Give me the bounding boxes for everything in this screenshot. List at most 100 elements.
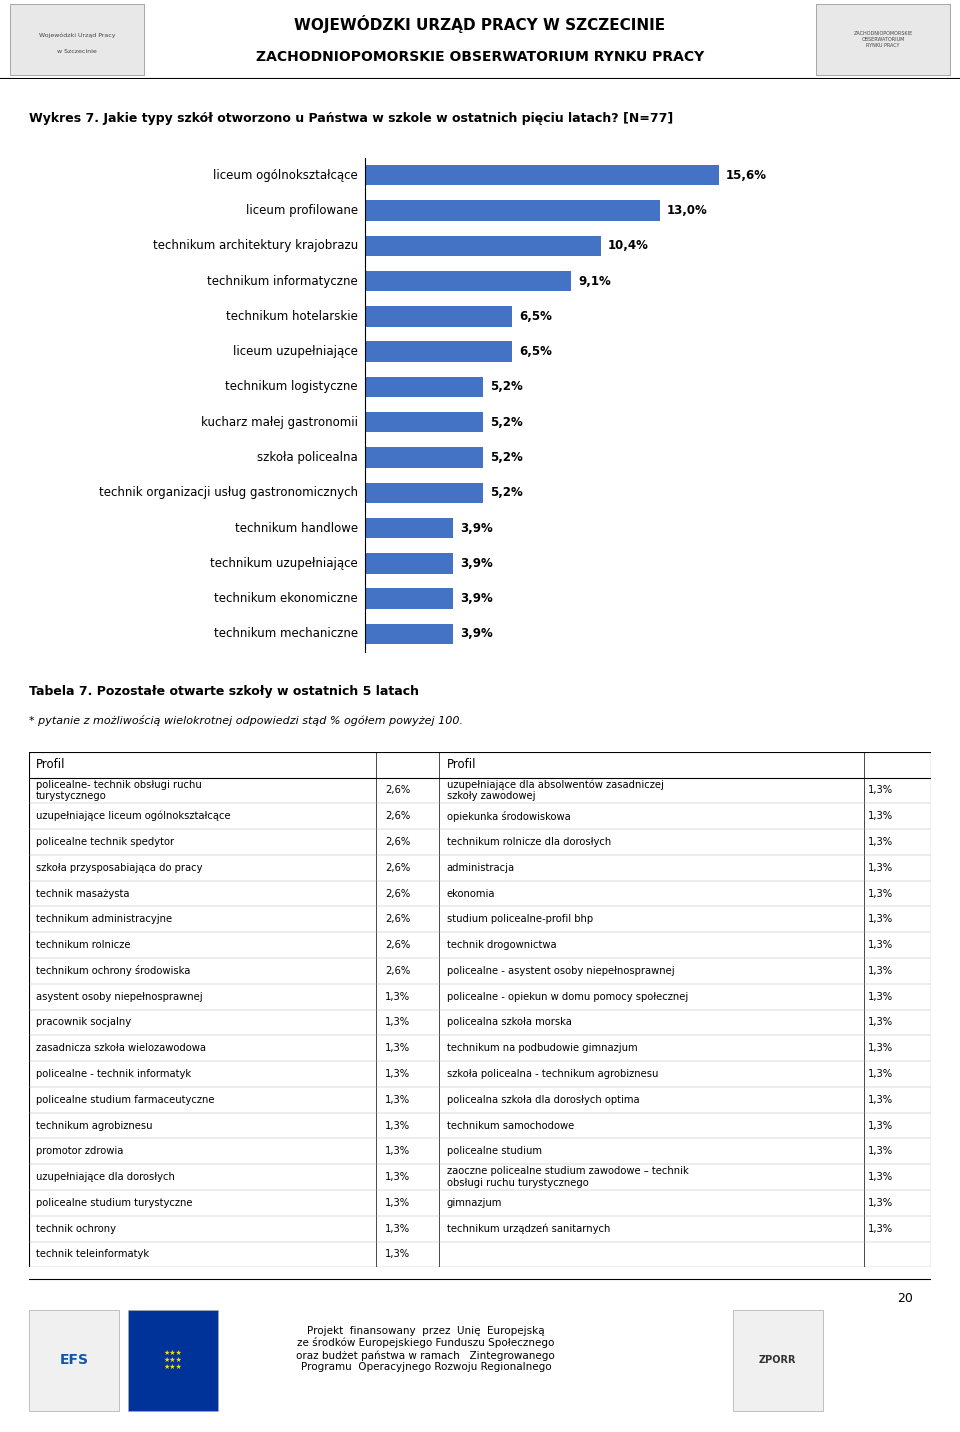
Bar — [365, 589, 453, 609]
Text: 3,9%: 3,9% — [460, 521, 492, 534]
Text: 5,2%: 5,2% — [490, 415, 522, 428]
Text: policealne- technik obsługi ruchu: policealne- technik obsługi ruchu — [36, 780, 202, 790]
Text: 5,2%: 5,2% — [490, 487, 522, 500]
Text: 1,3%: 1,3% — [385, 1095, 410, 1104]
Bar — [816, 4, 950, 74]
Text: policealna szkoła morska: policealna szkoła morska — [446, 1018, 571, 1027]
Text: Projekt  finansowany  przez  Unię  Europejską
ze środków Europejskiego Funduszu : Projekt finansowany przez Unię Europejsk… — [297, 1326, 555, 1372]
Text: technik organizacji usług gastronomicznych: technik organizacji usług gastronomiczny… — [99, 487, 358, 500]
Text: 1,3%: 1,3% — [868, 915, 893, 924]
Text: 1,3%: 1,3% — [868, 1095, 893, 1104]
Text: ZACHODNIOPOMORSKIE OBSERWATORIUM RYNKU PRACY: ZACHODNIOPOMORSKIE OBSERWATORIUM RYNKU P… — [256, 50, 704, 63]
Text: 1,3%: 1,3% — [868, 941, 893, 949]
Text: technikum na podbudowie gimnazjum: technikum na podbudowie gimnazjum — [446, 1044, 637, 1053]
Text: gimnazjum: gimnazjum — [446, 1199, 502, 1207]
Text: pracownik socjalny: pracownik socjalny — [36, 1018, 132, 1027]
Text: 1,3%: 1,3% — [868, 889, 893, 898]
Text: ZACHODNIOPOMORSKIE
OBSERWATORIUM
RYNKU PRACY: ZACHODNIOPOMORSKIE OBSERWATORIUM RYNKU P… — [853, 32, 913, 47]
Text: ZPORR: ZPORR — [759, 1356, 797, 1365]
Text: technikum mechaniczne: technikum mechaniczne — [214, 627, 358, 640]
Text: 1,3%: 1,3% — [868, 1018, 893, 1027]
Text: 15,6%: 15,6% — [726, 169, 767, 182]
Text: 1,3%: 1,3% — [385, 1173, 410, 1181]
Text: 6,5%: 6,5% — [519, 345, 552, 358]
Text: 5,2%: 5,2% — [490, 381, 522, 394]
Text: technikum logistyczne: technikum logistyczne — [226, 381, 358, 394]
Text: 3,9%: 3,9% — [460, 557, 492, 570]
Text: technikum administracyjne: technikum administracyjne — [36, 915, 172, 924]
Text: zaoczne policealne studium zawodowe – technik: zaoczne policealne studium zawodowe – te… — [446, 1167, 688, 1177]
Text: technik drogownictwa: technik drogownictwa — [446, 941, 556, 949]
Text: * pytanie z możliwością wielokrotnej odpowiedzi stąd % ogółem powyżej 100.: * pytanie z możliwością wielokrotnej odp… — [29, 715, 463, 726]
Text: technik masażysta: technik masażysta — [36, 889, 130, 898]
Text: ekonomia: ekonomia — [446, 889, 495, 898]
Text: 1,3%: 1,3% — [868, 786, 893, 795]
Text: technikum hotelarskie: technikum hotelarskie — [226, 309, 358, 322]
Text: 1,3%: 1,3% — [385, 1044, 410, 1053]
Text: 1,3%: 1,3% — [868, 1199, 893, 1207]
Text: zasadnicza szkoła wielozawodowa: zasadnicza szkoła wielozawodowa — [36, 1044, 206, 1053]
Text: policealne technik spedytor: policealne technik spedytor — [36, 838, 174, 846]
Bar — [365, 518, 453, 538]
Bar — [365, 306, 513, 326]
Text: uzupełniające dla dorosłych: uzupełniające dla dorosłych — [36, 1173, 175, 1181]
Text: promotor zdrowia: promotor zdrowia — [36, 1147, 124, 1156]
Bar — [365, 341, 513, 362]
Text: WOJEWÓDZKI URZĄD PRACY W SZCZECINIE: WOJEWÓDZKI URZĄD PRACY W SZCZECINIE — [295, 14, 665, 33]
Bar — [365, 200, 660, 221]
Text: szkoły zawodowej: szkoły zawodowej — [446, 790, 535, 800]
Text: technikum uzupełniające: technikum uzupełniające — [210, 557, 358, 570]
Text: 2,6%: 2,6% — [385, 863, 411, 872]
Bar — [365, 447, 483, 468]
Text: 1,3%: 1,3% — [868, 992, 893, 1001]
Text: 1,3%: 1,3% — [385, 992, 410, 1001]
Text: administracja: administracja — [446, 863, 515, 872]
Text: 3,9%: 3,9% — [460, 627, 492, 640]
Text: policealne - opiekun w domu pomocy społecznej: policealne - opiekun w domu pomocy społe… — [446, 992, 688, 1001]
Text: szkoła policealna - technikum agrobiznesu: szkoła policealna - technikum agrobiznes… — [446, 1070, 658, 1078]
Bar — [732, 1310, 823, 1411]
Bar — [128, 1310, 218, 1411]
Text: policealna szkoła dla dorosłych optima: policealna szkoła dla dorosłych optima — [446, 1095, 639, 1104]
Bar — [365, 412, 483, 432]
Bar — [365, 235, 601, 256]
Bar — [365, 483, 483, 503]
Text: technikum architektury krajobrazu: technikum architektury krajobrazu — [153, 239, 358, 252]
Text: policealne studium turystyczne: policealne studium turystyczne — [36, 1199, 193, 1207]
Text: technikum handlowe: technikum handlowe — [235, 521, 358, 534]
Text: 2,6%: 2,6% — [385, 967, 411, 975]
Text: 1,3%: 1,3% — [868, 1173, 893, 1181]
Text: szkoła policealna: szkoła policealna — [257, 451, 358, 464]
Text: 20: 20 — [898, 1292, 913, 1305]
Bar — [10, 4, 144, 74]
Text: policealne studium: policealne studium — [446, 1147, 541, 1156]
Text: obsługi ruchu turystycznego: obsługi ruchu turystycznego — [446, 1177, 588, 1187]
Text: policealne - technik informatyk: policealne - technik informatyk — [36, 1070, 191, 1078]
Text: Profil: Profil — [36, 758, 65, 772]
Bar — [365, 271, 571, 291]
Text: Wojewódzki Urząd Pracy: Wojewódzki Urząd Pracy — [38, 33, 115, 39]
Text: 1,3%: 1,3% — [868, 812, 893, 821]
Text: w Szczecinie: w Szczecinie — [57, 49, 97, 53]
Text: EFS: EFS — [60, 1353, 88, 1368]
Text: Wykres 7. Jakie typy szkół otworzono u Państwa w szkole w ostatnich pięciu latac: Wykres 7. Jakie typy szkół otworzono u P… — [29, 112, 673, 125]
Text: uzupełniające liceum ogólnokształcące: uzupełniające liceum ogólnokształcące — [36, 811, 230, 822]
Text: 1,3%: 1,3% — [385, 1147, 410, 1156]
Bar — [365, 624, 453, 644]
Text: Profil: Profil — [446, 758, 476, 772]
Text: technikum samochodowe: technikum samochodowe — [446, 1121, 574, 1130]
Text: 1,3%: 1,3% — [868, 1121, 893, 1130]
Text: technikum ekonomiczne: technikum ekonomiczne — [214, 591, 358, 606]
Text: 1,3%: 1,3% — [868, 838, 893, 846]
Text: 9,1%: 9,1% — [578, 275, 611, 288]
Text: technikum rolnicze dla dorosłych: technikum rolnicze dla dorosłych — [446, 838, 611, 846]
Text: technikum urządzeń sanitarnych: technikum urządzeń sanitarnych — [446, 1223, 610, 1234]
Text: 2,6%: 2,6% — [385, 889, 411, 898]
Text: uzupełniające dla absolwentów zasadniczej: uzupełniające dla absolwentów zasadnicze… — [446, 779, 663, 790]
Text: opiekunka środowiskowa: opiekunka środowiskowa — [446, 811, 570, 822]
Text: policealne studium farmaceutyczne: policealne studium farmaceutyczne — [36, 1095, 214, 1104]
Text: 10,4%: 10,4% — [608, 239, 648, 252]
Text: 13,0%: 13,0% — [666, 203, 708, 218]
Text: 2,6%: 2,6% — [385, 941, 411, 949]
Bar — [365, 377, 483, 397]
